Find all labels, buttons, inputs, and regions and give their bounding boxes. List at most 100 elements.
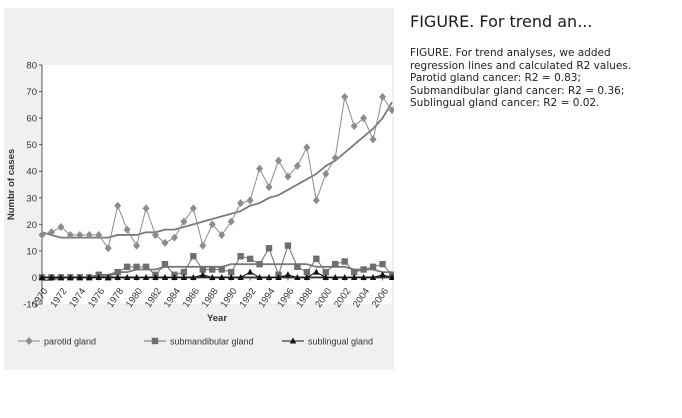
data-point (161, 260, 169, 268)
data-point (38, 230, 46, 239)
legend-marker (289, 337, 297, 344)
data-point (180, 217, 188, 226)
data-point (209, 266, 216, 273)
data-point (284, 242, 292, 249)
data-point (180, 273, 188, 280)
trend-chart: -100102030405060708019701972197419761978… (6, 61, 394, 347)
data-point (284, 271, 292, 278)
data-point (294, 273, 301, 280)
data-point (189, 204, 197, 213)
data-point (303, 143, 311, 152)
data-point (369, 273, 377, 280)
data-point (265, 183, 273, 192)
data-point (161, 238, 169, 247)
caption-title: FIGURE. For trend an... (410, 12, 593, 31)
data-point (218, 273, 225, 280)
data-point (170, 233, 178, 242)
data-point (388, 273, 394, 280)
data-point (48, 273, 55, 280)
data-point (275, 273, 282, 280)
data-point (152, 273, 159, 280)
data-point (313, 255, 320, 263)
data-point (199, 241, 207, 250)
data-point (369, 135, 377, 144)
legend-marker (25, 337, 33, 345)
data-point (105, 273, 112, 280)
y-tick-label: 50 (26, 140, 37, 151)
data-point (142, 204, 150, 213)
data-point (133, 241, 141, 250)
data-point (199, 271, 207, 278)
data-point (341, 273, 348, 280)
data-point (256, 164, 264, 173)
data-point (265, 273, 273, 280)
data-point (350, 273, 358, 280)
data-point (350, 122, 358, 131)
data-point (227, 268, 235, 276)
data-point (95, 230, 103, 239)
plot-area (42, 65, 392, 304)
data-point (294, 263, 301, 271)
x-axis-title: Year (207, 313, 227, 324)
legend-marker (151, 337, 159, 345)
data-point (66, 230, 74, 239)
legend-item-submandibular-gland: submandibular gland (144, 337, 254, 347)
data-point (152, 230, 160, 239)
data-point (322, 268, 329, 276)
data-point (379, 271, 386, 278)
y-tick-label: 0 (32, 273, 37, 284)
legend-label: submandibular gland (170, 337, 254, 347)
data-point (218, 230, 226, 239)
y-axis-title: Numbr of cases (6, 149, 17, 220)
data-point (76, 273, 84, 280)
data-point (379, 260, 386, 268)
caption-line: Submandibular gland cancer: R2 = 0.36; (410, 84, 625, 97)
data-point (86, 273, 93, 280)
data-point (256, 260, 263, 268)
y-tick-label: 40 (26, 167, 37, 178)
data-point (341, 92, 349, 101)
data-point (142, 273, 150, 280)
data-point (114, 201, 122, 210)
series-points-parotid-gland (38, 92, 394, 253)
data-point (57, 222, 65, 231)
data-point (114, 268, 121, 276)
data-point (85, 230, 93, 239)
y-tick-label: -10 (23, 300, 37, 311)
data-point (303, 273, 311, 280)
caption-line: regression lines and calculated R2 value… (410, 59, 632, 72)
y-tick-label: 70 (26, 87, 37, 98)
data-point (388, 106, 394, 115)
data-point (123, 273, 131, 280)
data-point (133, 263, 140, 271)
data-point (227, 273, 235, 280)
y-tick-label: 60 (26, 114, 37, 125)
caption-line: Parotid gland cancer: R2 = 0.83; (410, 72, 581, 84)
data-point (293, 161, 301, 170)
data-point (332, 273, 339, 280)
data-point (341, 258, 348, 265)
legend-label: sublingual gland (308, 337, 373, 347)
y-tick-label: 80 (26, 61, 37, 72)
data-point (388, 271, 394, 278)
data-point (256, 273, 263, 280)
data-point (237, 273, 244, 280)
data-point (209, 273, 216, 280)
data-point (265, 245, 273, 252)
y-tick-label: 20 (26, 220, 37, 231)
data-point (237, 253, 244, 260)
data-point (76, 230, 84, 239)
data-point (142, 263, 150, 271)
data-point (284, 172, 292, 181)
data-point (379, 92, 387, 101)
y-tick-label: 10 (26, 246, 37, 257)
data-point (208, 220, 216, 229)
figure-panel: -10 0 10 20 30 40 50 60 70 80 1970 1972 1974 1976 1978… (4, 8, 394, 370)
data-point (47, 228, 55, 237)
data-point (246, 196, 254, 205)
data-point (360, 114, 368, 123)
data-point (161, 273, 169, 280)
data-point (331, 153, 339, 162)
data-point (237, 199, 245, 208)
data-point (360, 273, 367, 280)
